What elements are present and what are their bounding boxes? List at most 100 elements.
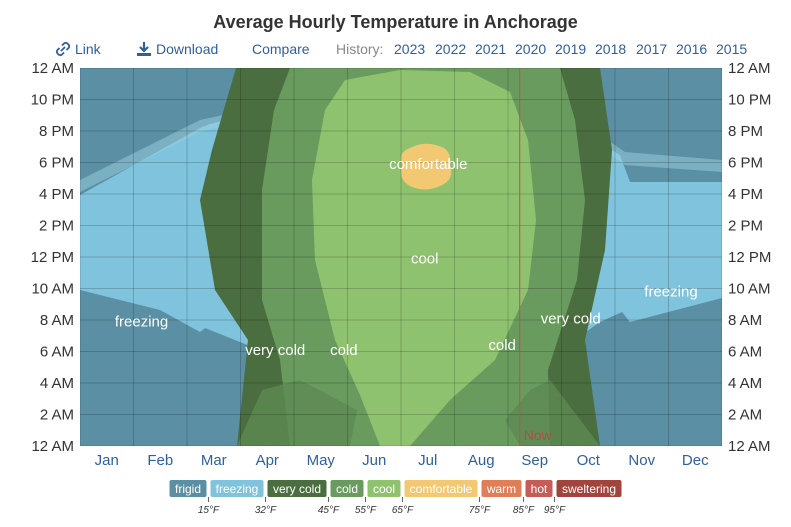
legend-swatch bbox=[367, 480, 401, 497]
x-tick-month: Nov bbox=[628, 452, 655, 469]
band-label: cold bbox=[330, 342, 358, 359]
legend-threshold-label: 32°F bbox=[255, 505, 277, 516]
legend-threshold-label: 85°F bbox=[513, 505, 535, 516]
legend-swatch bbox=[525, 480, 553, 497]
y-tick-left: 8 PM bbox=[39, 123, 74, 140]
legend: frigid freezing very cold cold cool comfortab… bbox=[169, 480, 622, 516]
x-tick-month: May bbox=[307, 452, 336, 469]
year-link-2017[interactable]: 2017 bbox=[636, 41, 668, 57]
gridlines bbox=[80, 68, 722, 446]
legend-swatch bbox=[404, 480, 478, 497]
cold-shadow-region bbox=[237, 380, 600, 446]
y-tick-right: 8 AM bbox=[728, 312, 762, 329]
year-link-2020[interactable]: 2020 bbox=[515, 41, 547, 57]
y-tick-left: 12 PM bbox=[31, 249, 74, 266]
legend-label: freezing bbox=[216, 482, 259, 496]
band-label: cold bbox=[488, 337, 516, 354]
x-tick-month: Jul bbox=[418, 452, 437, 469]
y-tick-right: 10 PM bbox=[728, 92, 771, 109]
compare-button[interactable]: Compare bbox=[252, 41, 310, 57]
x-tick-month: Oct bbox=[577, 452, 601, 469]
band-labels: freezing very cold cold cool comfortable cold… bbox=[115, 156, 698, 359]
x-tick-month: Feb bbox=[147, 452, 173, 469]
legend-label: frigid bbox=[175, 482, 201, 496]
legend-label: cold bbox=[336, 482, 358, 496]
year-link-2019[interactable]: 2019 bbox=[555, 41, 587, 57]
y-tick-left: 12 AM bbox=[31, 438, 74, 455]
y-tick-left: 6 PM bbox=[39, 155, 74, 172]
x-tick-month: Jan bbox=[95, 452, 119, 469]
year-link-2023[interactable]: 2023 bbox=[394, 41, 426, 57]
band-label: comfortable bbox=[389, 156, 467, 173]
year-link-2016[interactable]: 2016 bbox=[676, 41, 708, 57]
heatmap-area bbox=[80, 68, 722, 446]
band-label: very cold bbox=[245, 342, 305, 359]
legend-threshold-label: 15°F bbox=[198, 505, 220, 516]
download-label: Download bbox=[156, 41, 219, 57]
link-button[interactable]: Link bbox=[55, 41, 101, 57]
y-tick-right: 2 PM bbox=[728, 218, 763, 235]
band-label: very cold bbox=[541, 310, 601, 327]
y-tick-left: 8 AM bbox=[40, 312, 74, 329]
x-tick-month: Apr bbox=[256, 452, 279, 469]
y-tick-right: 2 AM bbox=[728, 407, 762, 424]
y-tick-left: 2 PM bbox=[39, 218, 74, 235]
legend-label: warm bbox=[486, 482, 516, 496]
y-tick-right: 10 AM bbox=[728, 281, 771, 298]
y-axis-right: 12 AM 2 AM 4 AM 6 AM 8 AM 10 AM 12 PM 2 PM 4 PM 6… bbox=[728, 60, 771, 455]
y-tick-right: 12 PM bbox=[728, 249, 771, 266]
legend-threshold-label: 45°F bbox=[318, 505, 340, 516]
x-tick-month: Dec bbox=[682, 452, 709, 469]
legend-swatch bbox=[556, 480, 622, 497]
toolbar: Link Download Compare History: 2023 2022… bbox=[0, 41, 791, 61]
legend-threshold-label: 65°F bbox=[392, 505, 414, 516]
link-label: Link bbox=[75, 41, 101, 57]
x-tick-month: Mar bbox=[201, 452, 227, 469]
year-link-2021[interactable]: 2021 bbox=[475, 41, 507, 57]
cool-region bbox=[312, 70, 536, 446]
x-tick-month: Sep bbox=[521, 452, 548, 469]
link-icon bbox=[55, 41, 71, 57]
y-tick-left: 2 AM bbox=[40, 407, 74, 424]
legend-label: sweltering bbox=[562, 482, 616, 496]
x-axis: Jan Feb Mar Apr May Jun Jul Aug Sep Oct Nov Dec bbox=[95, 452, 709, 469]
legend-label: comfortable bbox=[410, 482, 473, 496]
legend-swatch bbox=[330, 480, 364, 497]
band-label: freezing bbox=[115, 314, 168, 331]
legend-threshold-label: 75°F bbox=[469, 505, 491, 516]
y-tick-right: 4 PM bbox=[728, 186, 763, 203]
now-label: Now bbox=[524, 427, 553, 443]
download-icon bbox=[137, 42, 151, 56]
year-link-2022[interactable]: 2022 bbox=[435, 41, 467, 57]
legend-swatch bbox=[481, 480, 522, 497]
y-tick-right: 8 PM bbox=[728, 123, 763, 140]
year-link-2015[interactable]: 2015 bbox=[716, 41, 748, 57]
y-tick-right: 12 AM bbox=[728, 438, 771, 455]
year-link-2018[interactable]: 2018 bbox=[595, 41, 627, 57]
chart-title: Average Hourly Temperature in Anchorage bbox=[213, 12, 578, 32]
comfortable-region bbox=[401, 143, 452, 190]
y-tick-left: 10 PM bbox=[31, 92, 74, 109]
x-tick-month: Aug bbox=[468, 452, 495, 469]
legend-label: very cold bbox=[273, 482, 321, 496]
legend-swatch bbox=[169, 480, 207, 497]
history-label: History: bbox=[336, 41, 384, 57]
y-tick-right: 6 AM bbox=[728, 344, 762, 361]
legend-swatch bbox=[210, 480, 264, 497]
legend-swatch bbox=[267, 480, 327, 497]
y-tick-right: 12 AM bbox=[728, 60, 771, 77]
legend-threshold-label: 55°F bbox=[355, 505, 377, 516]
x-tick-month: Jun bbox=[362, 452, 386, 469]
band-label: cool bbox=[411, 251, 439, 268]
y-tick-left: 4 PM bbox=[39, 186, 74, 203]
download-button[interactable]: Download bbox=[137, 41, 218, 57]
y-tick-right: 6 PM bbox=[728, 155, 763, 172]
y-axis-left: 12 AM 2 AM 4 AM 6 AM 8 AM 10 AM 12 PM 2 PM 4 PM 6… bbox=[31, 60, 74, 455]
legend-label: cool bbox=[373, 482, 395, 496]
y-tick-left: 12 AM bbox=[31, 60, 74, 77]
band-label: freezing bbox=[644, 284, 697, 301]
y-tick-left: 4 AM bbox=[40, 375, 74, 392]
y-tick-left: 10 AM bbox=[31, 281, 74, 298]
y-tick-left: 6 AM bbox=[40, 344, 74, 361]
